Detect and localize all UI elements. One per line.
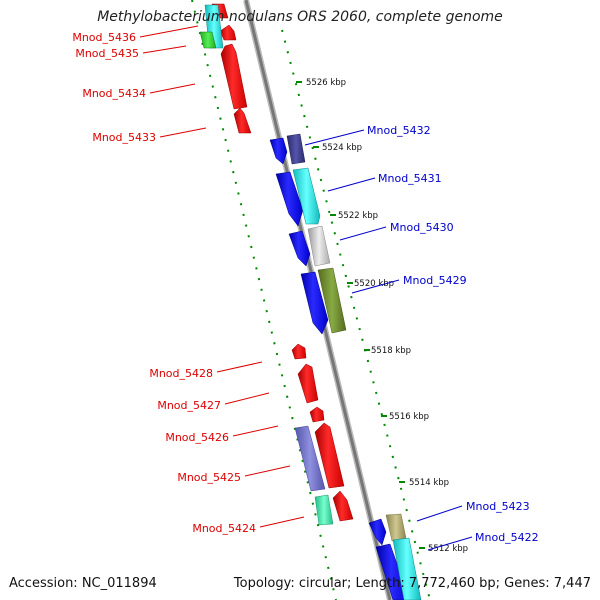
gene-arrow-mnod-5427[interactable] xyxy=(297,363,319,404)
kbp-tick-label: 5524 kbp xyxy=(322,143,362,153)
left-track-ticks xyxy=(191,0,337,600)
gene-arrow-mnod-5423[interactable] xyxy=(368,513,407,546)
gene-label-mnod-5423: Mnod_5423 xyxy=(466,500,530,513)
kbp-tick-label: 5520 kbp xyxy=(354,279,394,289)
gene-label-mnod-5432: Mnod_5432 xyxy=(367,124,431,137)
gene-arrow-mnod-5431[interactable] xyxy=(275,167,321,227)
gene-label-mnod-5424: Mnod_5424 xyxy=(192,522,256,535)
gene-label-mnod-5435: Mnod_5435 xyxy=(75,47,139,60)
gene-label-mnod-5425: Mnod_5425 xyxy=(177,471,241,484)
left-gene-labels: Mnod_5436 Mnod_5435 Mnod_5434 Mnod_5433 … xyxy=(72,25,305,535)
kbp-tick-label: 5518 kbp xyxy=(371,346,411,356)
gene-label-mnod-5430: Mnod_5430 xyxy=(390,221,454,234)
gene-arrow-mnod-5422[interactable] xyxy=(375,537,422,600)
genome-summary-text: Topology: circular; Length: 7,772,460 bp… xyxy=(233,576,591,591)
gene-arrow-mnod-5424[interactable] xyxy=(314,490,354,526)
gene-arrow-mnod-5426[interactable] xyxy=(309,406,325,423)
map-title: Methylobacterium nodulans ORS 2060, comp… xyxy=(97,9,503,25)
gene-label-mnod-5429: Mnod_5429 xyxy=(403,274,467,287)
right-track-ticks xyxy=(281,29,431,600)
gene-arrow-mnod-5432[interactable] xyxy=(269,133,306,165)
gene-label-mnod-5427: Mnod_5427 xyxy=(157,399,221,412)
gene-label-mnod-5434: Mnod_5434 xyxy=(82,87,146,100)
kbp-tick-label: 5514 kbp xyxy=(409,478,449,488)
kbp-tick-group: 5526 kbp 5524 kbp 5522 kbp 5520 kbp 5518… xyxy=(296,78,468,554)
gene-arrow-mnod-5435[interactable] xyxy=(199,4,224,49)
gene-arrow-mnod-5434[interactable] xyxy=(220,43,248,110)
gene-arrow-mnod-5429[interactable] xyxy=(300,267,347,335)
kbp-tick-label: 5526 kbp xyxy=(306,78,346,88)
gene-arrow-mnod-5433[interactable] xyxy=(233,107,252,134)
accession-text: Accession: NC_011894 xyxy=(9,576,157,591)
kbp-tick-label: 5522 kbp xyxy=(338,211,378,221)
kbp-tick-label: 5516 kbp xyxy=(389,412,429,422)
right-gene-labels: Mnod_5432 Mnod_5431 Mnod_5430 Mnod_5429 … xyxy=(304,124,539,551)
gene-arrow-mnod-5428[interactable] xyxy=(291,343,307,360)
gene-arrow-mnod-5430[interactable] xyxy=(288,225,331,267)
gene-label-mnod-5426: Mnod_5426 xyxy=(165,431,229,444)
gene-label-mnod-5433: Mnod_5433 xyxy=(92,131,156,144)
kbp-tick-label: 5512 kbp xyxy=(428,544,468,554)
gene-arrow-mnod-5425[interactable] xyxy=(294,422,345,492)
gene-label-mnod-5436: Mnod_5436 xyxy=(72,31,136,44)
gene-label-mnod-5422: Mnod_5422 xyxy=(475,531,539,544)
gene-label-mnod-5431: Mnod_5431 xyxy=(378,172,442,185)
gene-label-mnod-5428: Mnod_5428 xyxy=(149,367,213,380)
